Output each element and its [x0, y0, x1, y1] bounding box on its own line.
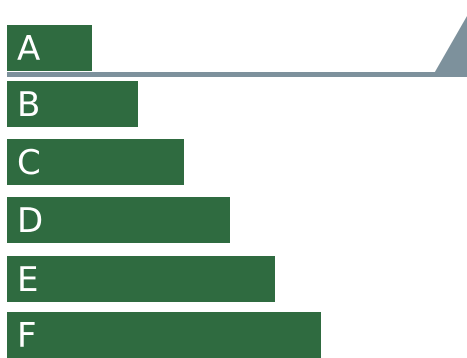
rating-bar-e: E [7, 256, 275, 302]
rating-label-a: A [17, 29, 41, 69]
rating-bar-b: B [7, 81, 138, 127]
indicator-arrow-shape [432, 16, 467, 77]
rating-label-b: B [17, 85, 41, 125]
rating-label-f: F [17, 316, 37, 356]
rating-bar-a: A [7, 25, 92, 71]
rating-bar-f: F [7, 312, 321, 358]
rating-bar-d: D [7, 197, 230, 243]
rating-bar-c: C [7, 139, 184, 185]
rating-label-d: D [17, 201, 44, 241]
rating-indicator-line [7, 72, 437, 77]
rating-label-e: E [17, 260, 39, 300]
rating-label-c: C [17, 143, 41, 183]
rating-indicator-arrow [432, 16, 467, 77]
